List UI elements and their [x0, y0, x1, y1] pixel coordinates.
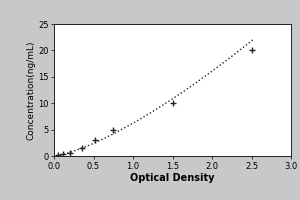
Y-axis label: Concentration(ng/mL): Concentration(ng/mL)	[26, 40, 35, 140]
X-axis label: Optical Density: Optical Density	[130, 173, 215, 183]
